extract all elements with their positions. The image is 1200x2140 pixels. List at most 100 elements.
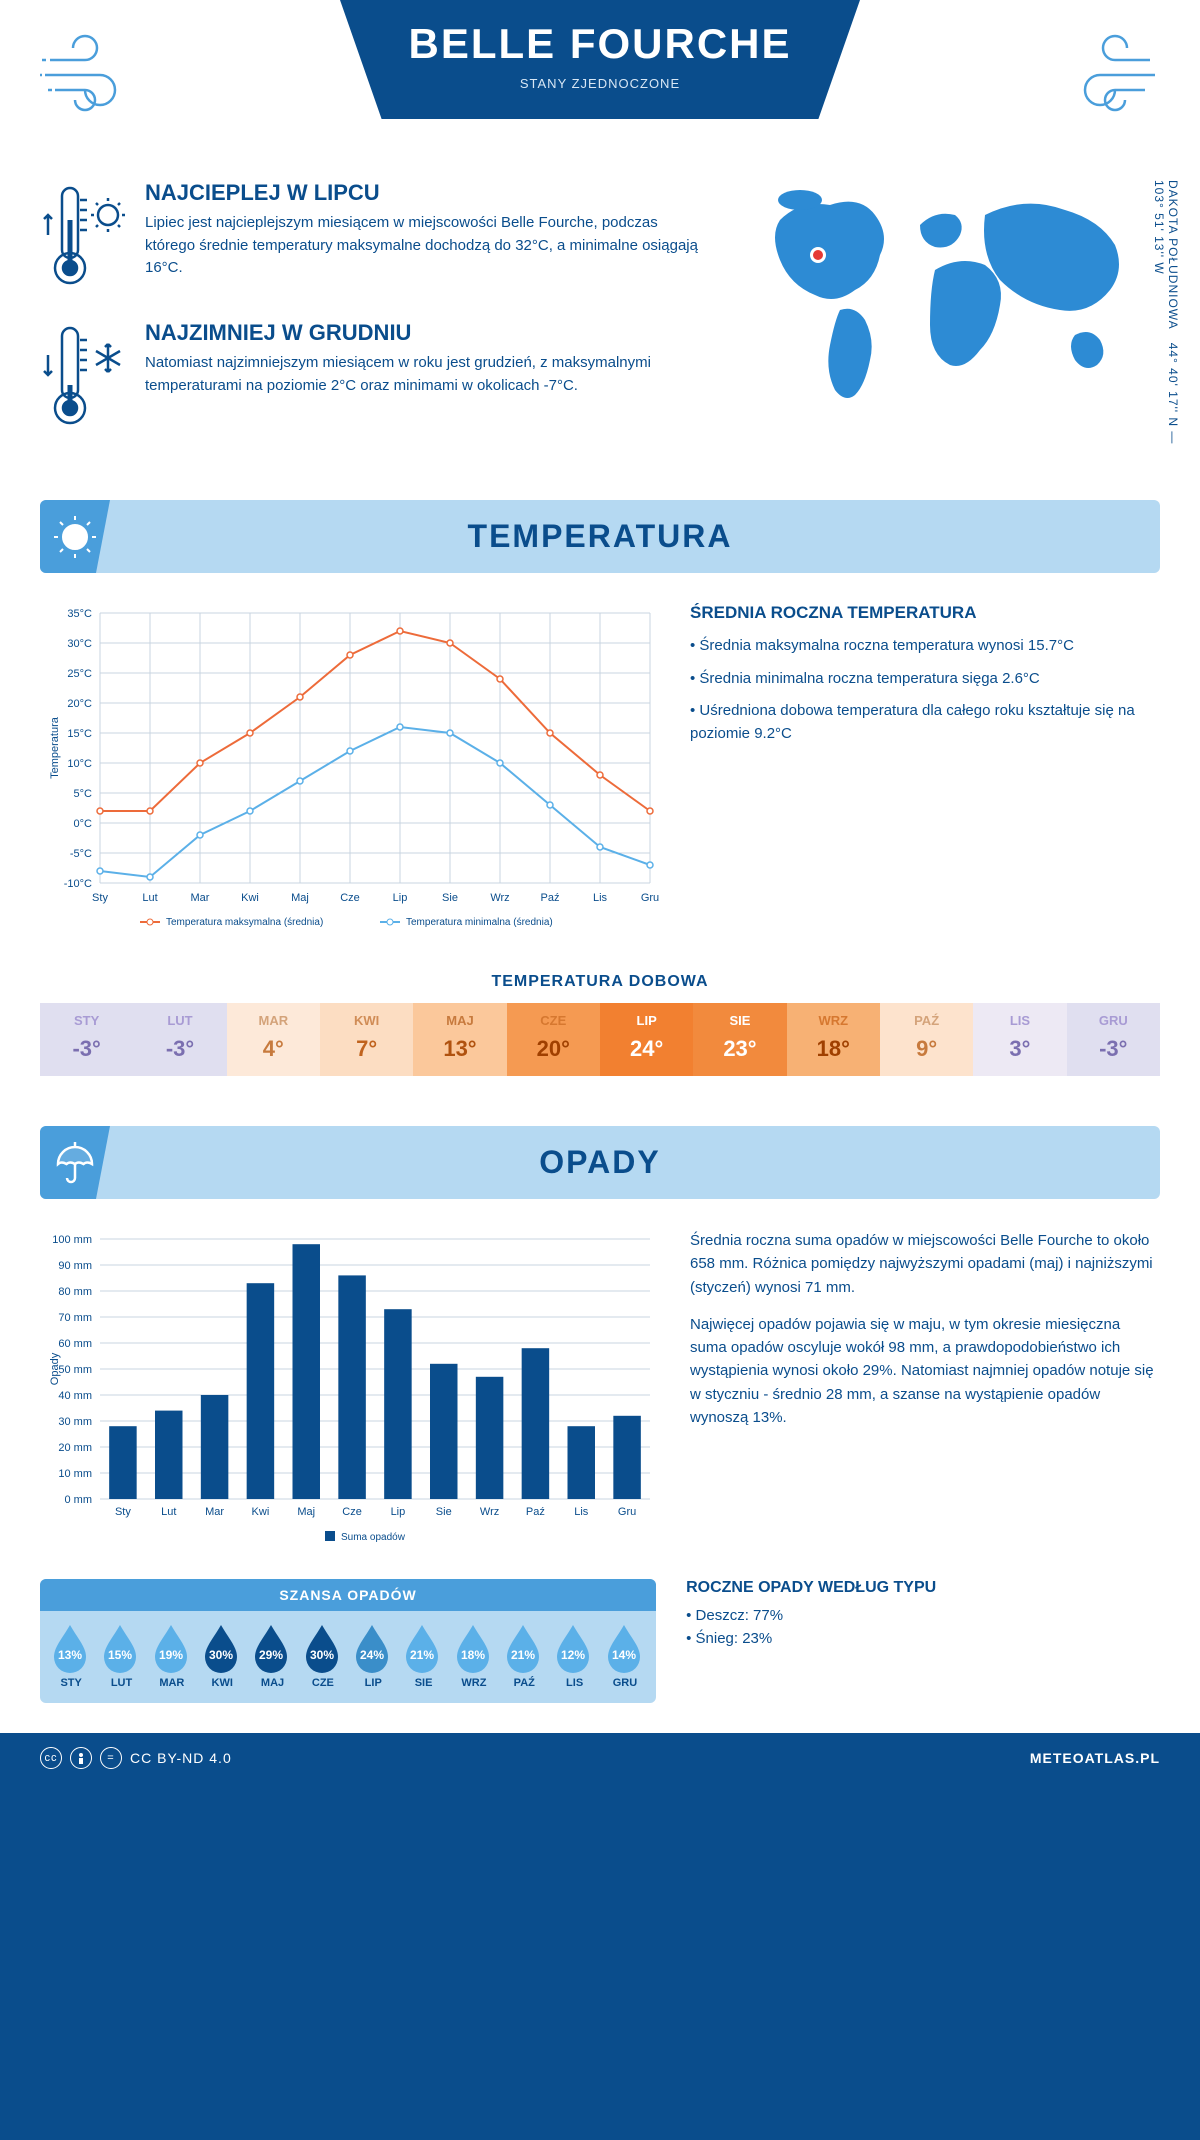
precip-type: ROCZNE OPADY WEDŁUG TYPU • Deszcz: 77% •… — [686, 1579, 1160, 1703]
svg-text:80 mm: 80 mm — [58, 1286, 92, 1298]
precip-p2: Najwięcej opadów pojawia się w maju, w t… — [690, 1313, 1160, 1429]
svg-text:Lut: Lut — [142, 892, 157, 904]
svg-text:35°C: 35°C — [67, 608, 92, 620]
svg-text:60 mm: 60 mm — [58, 1338, 92, 1350]
temp-b3: • Uśredniona dobowa temperatura dla całe… — [690, 700, 1160, 745]
svg-text:30 mm: 30 mm — [58, 1416, 92, 1428]
svg-text:Temperatura: Temperatura — [49, 716, 61, 779]
svg-text:Temperatura maksymalna (średni: Temperatura maksymalna (średnia) — [166, 917, 323, 928]
svg-text:Sie: Sie — [436, 1506, 452, 1518]
svg-text:Paź: Paź — [541, 892, 560, 904]
svg-text:70 mm: 70 mm — [58, 1312, 92, 1324]
svg-text:30°C: 30°C — [67, 638, 92, 650]
svg-text:Kwi: Kwi — [241, 892, 259, 904]
svg-text:Cze: Cze — [342, 1506, 362, 1518]
svg-text:18%: 18% — [461, 1648, 485, 1662]
wind-right-icon — [1040, 30, 1160, 120]
svg-text:100 mm: 100 mm — [52, 1234, 92, 1246]
svg-text:25°C: 25°C — [67, 668, 92, 680]
svg-text:12%: 12% — [561, 1648, 585, 1662]
chance-drop: 19%MAR — [149, 1621, 195, 1689]
page-title: BELLE FOURCHE — [340, 20, 860, 68]
svg-text:Lip: Lip — [393, 892, 408, 904]
svg-text:Maj: Maj — [291, 892, 309, 904]
thermometer-cold-icon — [40, 320, 130, 430]
umbrella-icon — [50, 1138, 100, 1188]
site-name: METEOATLAS.PL — [1030, 1750, 1160, 1766]
warmest-title: NAJCIEPLEJ W LIPCU — [145, 180, 700, 206]
type-title: ROCZNE OPADY WEDŁUG TYPU — [686, 1579, 1160, 1597]
svg-text:Sty: Sty — [92, 892, 108, 904]
temp-side: ŚREDNIA ROCZNA TEMPERATURA • Średnia mak… — [690, 603, 1160, 943]
precip-side: Średnia roczna suma opadów w miejscowośc… — [690, 1229, 1160, 1549]
daily-cell: LUT-3° — [133, 1003, 226, 1076]
coordinates: DAKOTA POŁUDNIOWA 44° 40' 17'' N — 103° … — [1152, 180, 1180, 460]
svg-text:0°C: 0°C — [74, 818, 93, 830]
nd-icon: = — [100, 1747, 122, 1769]
svg-text:40 mm: 40 mm — [58, 1390, 92, 1402]
precip-title: OPADY — [40, 1144, 1160, 1181]
footer: cc = CC BY-ND 4.0 METEOATLAS.PL — [0, 1733, 1200, 1783]
svg-text:-5°C: -5°C — [70, 848, 92, 860]
chance-title: SZANSA OPADÓW — [40, 1579, 656, 1611]
chance-drop: 24%LIP — [350, 1621, 396, 1689]
coldest-text: Natomiast najzimniejszym miesiącem w rok… — [145, 352, 700, 397]
svg-text:10 mm: 10 mm — [58, 1468, 92, 1480]
svg-text:Lip: Lip — [391, 1506, 406, 1518]
svg-text:50 mm: 50 mm — [58, 1364, 92, 1376]
daily-cell: SIE23° — [693, 1003, 786, 1076]
svg-text:Wrz: Wrz — [480, 1506, 499, 1518]
temp-title: TEMPERATURA — [40, 518, 1160, 555]
header: BELLE FOURCHE STANY ZJEDNOCZONE — [0, 0, 1200, 140]
daily-cell: GRU-3° — [1067, 1003, 1160, 1076]
header-banner: BELLE FOURCHE STANY ZJEDNOCZONE — [340, 0, 860, 119]
by-icon — [70, 1747, 92, 1769]
cc-icon: cc — [40, 1747, 62, 1769]
svg-text:Mar: Mar — [205, 1506, 224, 1518]
daily-cell: STY-3° — [40, 1003, 133, 1076]
coldest-block: NAJZIMNIEJ W GRUDNIU Natomiast najzimnie… — [40, 320, 700, 430]
info-row: NAJCIEPLEJ W LIPCU Lipiec jest najcieple… — [0, 140, 1200, 480]
svg-text:15°C: 15°C — [67, 728, 92, 740]
svg-text:10°C: 10°C — [67, 758, 92, 770]
svg-text:21%: 21% — [511, 1648, 535, 1662]
chance-drop: 14%GRU — [602, 1621, 648, 1689]
chance-drop: 13%STY — [48, 1621, 94, 1689]
page-subtitle: STANY ZJEDNOCZONE — [340, 76, 860, 91]
chance-drop: 18%WRZ — [451, 1621, 497, 1689]
svg-text:Suma opadów: Suma opadów — [341, 1532, 406, 1543]
svg-text:29%: 29% — [259, 1648, 283, 1662]
daily-cell: MAR4° — [227, 1003, 320, 1076]
wind-left-icon — [40, 30, 160, 120]
daily-cell: LIS3° — [973, 1003, 1066, 1076]
daily-cell: PAŹ9° — [880, 1003, 973, 1076]
world-map: DAKOTA POŁUDNIOWA 44° 40' 17'' N — 103° … — [740, 180, 1160, 460]
sun-icon — [50, 512, 100, 562]
warmest-block: NAJCIEPLEJ W LIPCU Lipiec jest najcieple… — [40, 180, 700, 290]
svg-text:Lis: Lis — [574, 1506, 589, 1518]
svg-text:Gru: Gru — [641, 892, 659, 904]
svg-text:Sty: Sty — [115, 1506, 131, 1518]
daily-cell: LIP24° — [600, 1003, 693, 1076]
svg-text:-10°C: -10°C — [64, 878, 92, 890]
svg-text:20°C: 20°C — [67, 698, 92, 710]
chance-drop: 12%LIS — [551, 1621, 597, 1689]
chance-box: SZANSA OPADÓW 13%STY15%LUT19%MAR30%KWI29… — [40, 1579, 656, 1703]
svg-text:Cze: Cze — [340, 892, 360, 904]
warmest-text: Lipiec jest najcieplejszym miesiącem w m… — [145, 212, 700, 280]
daily-cell: WRZ18° — [787, 1003, 880, 1076]
snow-pct: • Śnieg: 23% — [686, 1630, 1160, 1647]
page: BELLE FOURCHE STANY ZJEDNOCZONE N — [0, 0, 1200, 1783]
license-text: CC BY-ND 4.0 — [130, 1750, 232, 1766]
svg-text:Lut: Lut — [161, 1506, 176, 1518]
svg-text:Lis: Lis — [593, 892, 608, 904]
daily-title: TEMPERATURA DOBOWA — [40, 973, 1160, 991]
svg-text:20 mm: 20 mm — [58, 1442, 92, 1454]
precip-p1: Średnia roczna suma opadów w miejscowośc… — [690, 1229, 1160, 1299]
precip-bar-chart: 0 mm10 mm20 mm30 mm40 mm50 mm60 mm70 mm8… — [40, 1229, 660, 1549]
temp-side-title: ŚREDNIA ROCZNA TEMPERATURA — [690, 603, 1160, 623]
svg-text:90 mm: 90 mm — [58, 1260, 92, 1272]
daily-cell: CZE20° — [507, 1003, 600, 1076]
daily-cell: MAJ13° — [413, 1003, 506, 1076]
daily-temp-table: TEMPERATURA DOBOWA STY-3°LUT-3°MAR4°KWI7… — [0, 973, 1200, 1106]
